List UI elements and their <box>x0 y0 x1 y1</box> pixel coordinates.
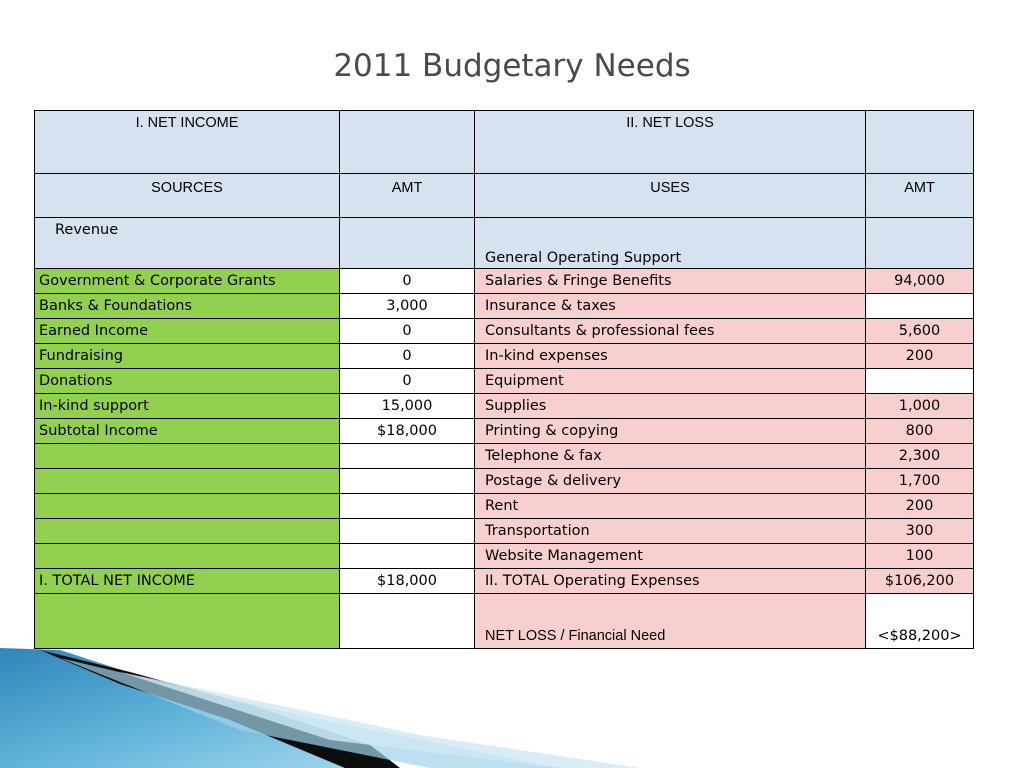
amt-column-header: AMT <box>865 173 974 218</box>
header-row: I. NET INCOME II. NET LOSS <box>34 110 974 174</box>
expense-amount-cell <box>865 368 974 394</box>
empty-header-cell <box>865 110 974 174</box>
income-source-cell <box>34 443 340 469</box>
income-source-cell <box>34 468 340 494</box>
income-source-cell: Earned Income <box>34 318 340 344</box>
revenue-section-label: Revenue <box>34 217 340 269</box>
income-amount-cell: 0 <box>339 318 475 344</box>
table-row: In-kind support 15,000 Supplies 1,000 <box>34 393 974 419</box>
table-row: I. TOTAL NET INCOME $18,000 II. TOTAL Oper… <box>34 568 974 594</box>
amt-column-header: AMT <box>339 173 475 218</box>
sources-column-header: SOURCES <box>34 173 340 218</box>
table-row: Postage & delivery 1,700 <box>34 468 974 494</box>
expense-amount-cell: 94,000 <box>865 268 974 294</box>
expense-use-cell: Equipment <box>474 368 866 394</box>
operating-support-section-label: General Operating Support <box>474 217 866 269</box>
expense-use-cell: Printing & copying <box>474 418 866 444</box>
income-source-cell: I. TOTAL NET INCOME <box>34 568 340 594</box>
net-loss-value: <$88,200> <box>865 593 974 649</box>
income-amount-cell <box>339 493 475 519</box>
income-source-cell: Donations <box>34 368 340 394</box>
income-amount-cell: 3,000 <box>339 293 475 319</box>
expense-use-cell: Rent <box>474 493 866 519</box>
table-row: Banks & Foundations 3,000 Insurance & taxe… <box>34 293 974 319</box>
expense-amount-cell: 200 <box>865 493 974 519</box>
expense-use-cell: Postage & delivery <box>474 468 866 494</box>
empty-income-cell <box>34 593 340 649</box>
empty-section-cell <box>865 217 974 269</box>
expense-use-cell: Supplies <box>474 393 866 419</box>
table-row: Earned Income 0 Consultants & professional… <box>34 318 974 344</box>
expense-use-cell: Transportation <box>474 518 866 544</box>
empty-amount-cell <box>339 593 475 649</box>
income-amount-cell <box>339 543 475 569</box>
expense-amount-cell: 100 <box>865 543 974 569</box>
income-source-cell: Subtotal Income <box>34 418 340 444</box>
table-row: Fundraising 0 In-kind expenses 200 <box>34 343 974 369</box>
uses-column-header: USES <box>474 173 866 218</box>
expense-amount-cell: 1,000 <box>865 393 974 419</box>
income-amount-cell <box>339 443 475 469</box>
income-amount-cell: 15,000 <box>339 393 475 419</box>
expense-use-cell: Website Management <box>474 543 866 569</box>
table-row: Website Management 100 <box>34 543 974 569</box>
net-loss-header: II. NET LOSS <box>474 110 866 174</box>
table-row: Rent 200 <box>34 493 974 519</box>
net-loss-row: NET LOSS / Financial Need <$88,200> <box>34 593 974 649</box>
expense-amount-cell <box>865 293 974 319</box>
column-header-row: SOURCES AMT USES AMT <box>34 173 974 218</box>
table-row: Donations 0 Equipment <box>34 368 974 394</box>
income-amount-cell <box>339 518 475 544</box>
income-amount-cell <box>339 468 475 494</box>
slide-title: 2011 Budgetary Needs <box>333 48 691 84</box>
table-row: Subtotal Income $18,000 Printing & copying… <box>34 418 974 444</box>
income-source-cell <box>34 518 340 544</box>
expense-use-cell: Consultants & professional fees <box>474 318 866 344</box>
table-row: Telephone & fax 2,300 <box>34 443 974 469</box>
income-amount-cell: $18,000 <box>339 568 475 594</box>
expense-use-cell: In-kind expenses <box>474 343 866 369</box>
budget-table: I. NET INCOME II. NET LOSS SOURCES AMT U… <box>34 110 974 649</box>
empty-header-cell <box>339 110 475 174</box>
income-source-cell: Fundraising <box>34 343 340 369</box>
net-income-header: I. NET INCOME <box>34 110 340 174</box>
expense-use-cell: Insurance & taxes <box>474 293 866 319</box>
income-source-cell: Government & Corporate Grants <box>34 268 340 294</box>
table-row: Transportation 300 <box>34 518 974 544</box>
income-source-cell <box>34 543 340 569</box>
net-loss-label: NET LOSS / Financial Need <box>474 593 866 649</box>
income-source-cell: In-kind support <box>34 393 340 419</box>
expense-amount-cell: 800 <box>865 418 974 444</box>
income-amount-cell: 0 <box>339 343 475 369</box>
income-amount-cell: $18,000 <box>339 418 475 444</box>
expense-use-cell: Telephone & fax <box>474 443 866 469</box>
income-source-cell <box>34 493 340 519</box>
expense-amount-cell: 300 <box>865 518 974 544</box>
income-source-cell: Banks & Foundations <box>34 293 340 319</box>
income-amount-cell: 0 <box>339 268 475 294</box>
expense-amount-cell: 2,300 <box>865 443 974 469</box>
expense-amount-cell: $106,200 <box>865 568 974 594</box>
expense-amount-cell: 200 <box>865 343 974 369</box>
expense-amount-cell: 1,700 <box>865 468 974 494</box>
expense-amount-cell: 5,600 <box>865 318 974 344</box>
income-amount-cell: 0 <box>339 368 475 394</box>
expense-use-cell: II. TOTAL Operating Expenses <box>474 568 866 594</box>
section-row: Revenue General Operating Support <box>34 217 974 269</box>
expense-use-cell: Salaries & Fringe Benefits <box>474 268 866 294</box>
empty-section-cell <box>339 217 475 269</box>
table-row: Government & Corporate Grants 0 Salaries &… <box>34 268 974 294</box>
